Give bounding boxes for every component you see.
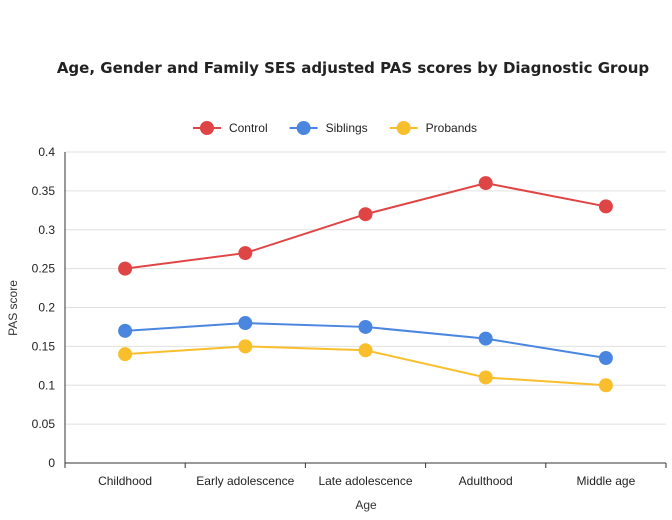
y-tick-label: 0.35 [32, 184, 56, 198]
legend-item-probands[interactable]: Probands [389, 121, 477, 135]
data-point[interactable] [598, 199, 613, 214]
data-point[interactable] [358, 319, 373, 334]
legend-label: Siblings [326, 121, 368, 135]
legend-label: Probands [426, 121, 477, 135]
legend-swatch-dot [396, 121, 411, 135]
data-point[interactable] [118, 323, 133, 338]
y-axis-label: PAS score [6, 280, 20, 336]
data-point[interactable] [238, 246, 253, 261]
y-tick-label: 0.15 [32, 339, 56, 353]
y-tick-label: 0.1 [38, 378, 55, 392]
data-point[interactable] [238, 316, 253, 331]
data-point[interactable] [358, 343, 373, 358]
data-point[interactable] [118, 347, 133, 362]
y-tick-label: 0 [48, 456, 55, 470]
legend-item-siblings[interactable]: Siblings [289, 121, 368, 135]
x-tick-label: Childhood [98, 474, 152, 488]
y-tick-label: 0.4 [38, 145, 55, 159]
legend-item-control[interactable]: Control [192, 121, 268, 135]
data-point[interactable] [238, 339, 253, 354]
series-siblings [118, 316, 613, 366]
data-point[interactable] [118, 261, 133, 276]
y-tick-label: 0.25 [32, 262, 56, 276]
x-tick-label: Late adolescence [318, 474, 412, 488]
series-control [118, 176, 613, 276]
series-layer [118, 176, 613, 393]
y-axis-ticks: 0 0.05 0.1 0.15 0.2 0.25 0.3 0.35 0.4 [32, 145, 56, 470]
legend-swatch-dot [199, 121, 214, 135]
y-tick-label: 0.2 [38, 301, 55, 315]
data-point[interactable] [598, 351, 613, 366]
data-point[interactable] [478, 176, 493, 191]
legend-swatch-dot [296, 121, 311, 135]
legend: Control Siblings Probands [192, 121, 477, 135]
data-point[interactable] [358, 207, 373, 222]
series-line [124, 182, 607, 270]
x-axis-label: Age [355, 498, 377, 512]
y-tick-label: 0.3 [38, 223, 55, 237]
x-tick-label: Middle age [577, 474, 636, 488]
series-probands [118, 339, 613, 393]
x-tick-label: Early adolescence [196, 474, 294, 488]
y-tick-label: 0.05 [32, 417, 56, 431]
legend-label: Control [229, 121, 268, 135]
data-point[interactable] [478, 331, 493, 346]
chart-title: Age, Gender and Family SES adjusted PAS … [57, 59, 650, 77]
data-point[interactable] [478, 370, 493, 385]
x-tick-label: Adulthood [459, 474, 513, 488]
data-point[interactable] [598, 378, 613, 393]
x-axis: Childhood Early adolescence Late adolescen… [64, 152, 667, 488]
